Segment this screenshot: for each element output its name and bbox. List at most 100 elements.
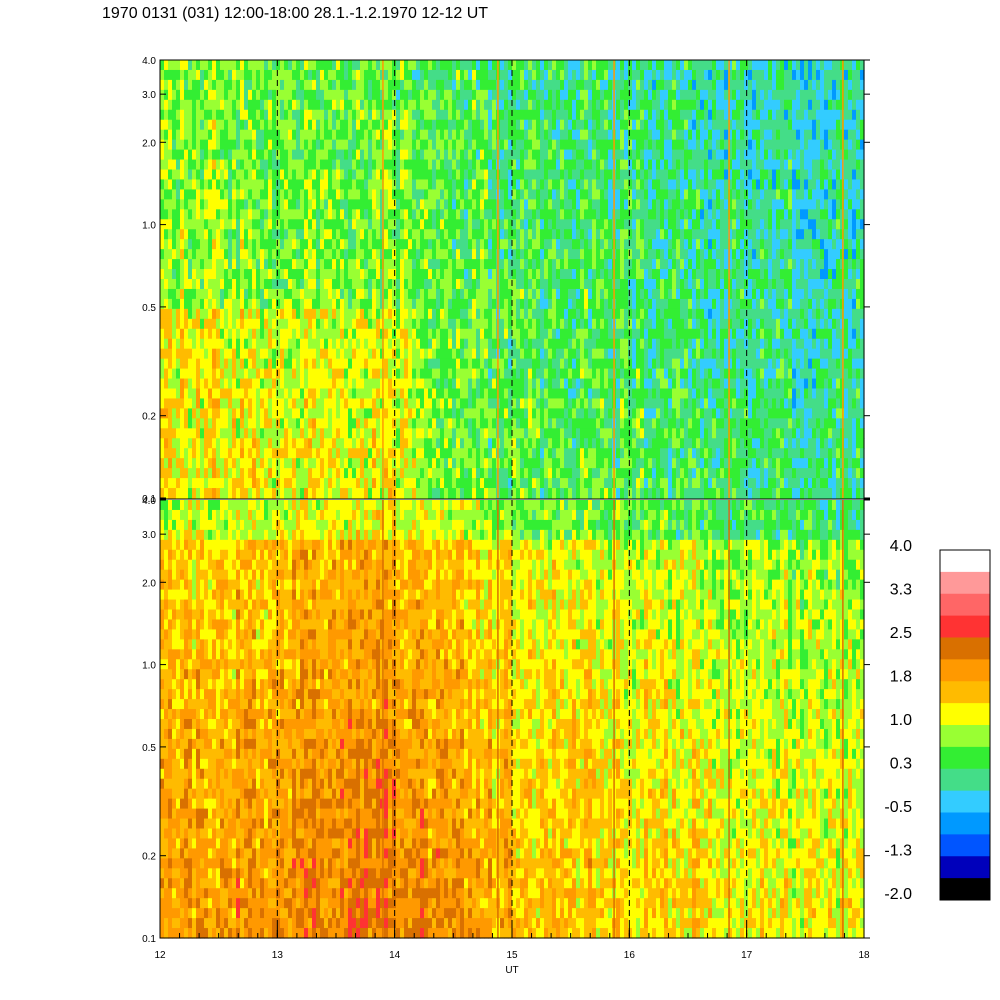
- heatmap-cell: [592, 159, 597, 171]
- heatmap-cell: [480, 458, 485, 469]
- heatmap-cell: [448, 109, 453, 121]
- heatmap-cell: [568, 249, 573, 260]
- heatmap-cell: [532, 189, 537, 200]
- heatmap-cell: [264, 179, 269, 190]
- heatmap-cell: [460, 189, 465, 200]
- heatmap-cell: [388, 209, 393, 220]
- heatmap-cell: [448, 438, 453, 449]
- heatmap-cell: [256, 69, 261, 81]
- heatmap-cell: [396, 318, 401, 330]
- heatmap-cell: [604, 388, 609, 400]
- heatmap-cell: [184, 468, 189, 479]
- heatmap-cell: [576, 99, 581, 111]
- heatmap-cell: [576, 428, 581, 439]
- heatmap-cell: [352, 209, 357, 220]
- heatmap-cell: [420, 249, 425, 260]
- heatmap-cell: [280, 139, 285, 151]
- heatmap-cell: [284, 249, 289, 260]
- heatmap-cell: [252, 348, 257, 360]
- heatmap-cell: [544, 448, 549, 459]
- heatmap-cell: [388, 348, 393, 360]
- heatmap-cell: [188, 139, 193, 151]
- heatmap-cell: [544, 60, 549, 71]
- heatmap-cell: [408, 109, 413, 121]
- heatmap-cell: [456, 279, 461, 290]
- heatmap-cell: [192, 358, 197, 370]
- heatmap-cell: [264, 298, 269, 310]
- heatmap-cell: [336, 448, 341, 459]
- heatmap-cell: [608, 239, 613, 250]
- heatmap-cell: [504, 418, 509, 429]
- heatmap-cell: [228, 199, 233, 210]
- heatmap-cell: [276, 89, 281, 101]
- heatmap-cell: [256, 428, 261, 439]
- heatmap-cell: [436, 488, 441, 499]
- heatmap-cell: [332, 328, 337, 340]
- heatmap-cell: [588, 139, 593, 151]
- heatmap-cell: [456, 60, 461, 71]
- heatmap-cell: [540, 298, 545, 310]
- heatmap-cell: [244, 79, 249, 91]
- heatmap-cell: [300, 308, 305, 320]
- heatmap-cell: [280, 428, 285, 439]
- heatmap-cell: [520, 229, 525, 240]
- heatmap-cell: [196, 189, 201, 200]
- heatmap-cell: [540, 448, 545, 459]
- heatmap-cell: [296, 259, 301, 270]
- heatmap-cell: [240, 428, 245, 439]
- heatmap-cell: [588, 239, 593, 250]
- heatmap-cell: [188, 159, 193, 171]
- heatmap-cell: [516, 199, 521, 210]
- heatmap-cell: [400, 279, 405, 290]
- heatmap-cell: [296, 468, 301, 479]
- heatmap-cell: [556, 69, 561, 81]
- heatmap-cell: [252, 239, 257, 250]
- heatmap-cell: [436, 458, 441, 469]
- heatmap-cell: [364, 179, 369, 190]
- heatmap-cell: [524, 109, 529, 121]
- heatmap-cell: [228, 468, 233, 479]
- heatmap-cell: [444, 468, 449, 479]
- heatmap-cell: [252, 69, 257, 81]
- heatmap-cell: [476, 468, 481, 479]
- heatmap-cell: [352, 408, 357, 419]
- heatmap-cell: [296, 348, 301, 360]
- heatmap-cell: [276, 458, 281, 469]
- heatmap-cell: [564, 279, 569, 290]
- heatmap-cell: [592, 478, 597, 489]
- heatmap-cell: [336, 458, 341, 469]
- heatmap-cell: [328, 209, 333, 220]
- heatmap-cell: [340, 348, 345, 360]
- heatmap-cell: [272, 428, 277, 439]
- heatmap-cell: [340, 308, 345, 320]
- heatmap-cell: [492, 159, 497, 171]
- heatmap-cell: [580, 428, 585, 439]
- heatmap-cell: [572, 79, 577, 91]
- heatmap-cell: [196, 269, 201, 280]
- heatmap-cell: [236, 308, 241, 320]
- heatmap-cell: [300, 60, 305, 71]
- heatmap-cell: [264, 259, 269, 270]
- heatmap-cell: [340, 139, 345, 151]
- heatmap-cell: [528, 159, 533, 171]
- heatmap-cell: [260, 279, 265, 290]
- heatmap-cell: [288, 388, 293, 400]
- heatmap-cell: [396, 219, 401, 230]
- heatmap-cell: [488, 298, 493, 310]
- heatmap-cell: [344, 119, 349, 131]
- heatmap-cell: [388, 418, 393, 429]
- heatmap-cell: [600, 418, 605, 429]
- heatmap-cell: [376, 209, 381, 220]
- heatmap-cell: [508, 249, 513, 260]
- heatmap-cell: [516, 378, 521, 390]
- heatmap-cell: [600, 478, 605, 489]
- heatmap-cell: [524, 139, 529, 151]
- heatmap-cell: [572, 129, 577, 141]
- heatmap-cell: [604, 418, 609, 429]
- heatmap-cell: [300, 189, 305, 200]
- heatmap-cell: [572, 408, 577, 419]
- heatmap-cell: [176, 149, 181, 161]
- heatmap-cell: [276, 239, 281, 250]
- heatmap-cell: [456, 428, 461, 439]
- heatmap-cell: [340, 249, 345, 260]
